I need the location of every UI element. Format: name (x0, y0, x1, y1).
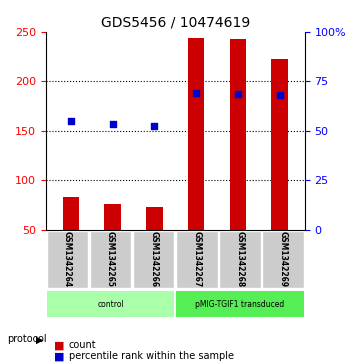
FancyBboxPatch shape (176, 231, 218, 288)
Text: ■: ■ (54, 351, 65, 362)
Bar (104, 204, 121, 230)
FancyBboxPatch shape (262, 231, 304, 288)
Text: control: control (97, 299, 124, 309)
Point (193, 90, 199, 96)
FancyBboxPatch shape (47, 291, 174, 318)
Bar (230, 40, 246, 230)
Text: GSM1342265: GSM1342265 (106, 232, 115, 287)
Text: count: count (69, 340, 96, 351)
Text: pMIG-TGIF1 transduced: pMIG-TGIF1 transduced (195, 299, 284, 309)
Point (110, 121, 116, 127)
Point (68, 118, 74, 124)
Point (235, 91, 241, 97)
Title: GDS5456 / 10474619: GDS5456 / 10474619 (101, 15, 250, 29)
Text: percentile rank within the sample: percentile rank within the sample (69, 351, 234, 362)
FancyBboxPatch shape (90, 231, 131, 288)
Text: GSM1342269: GSM1342269 (279, 232, 288, 287)
Text: protocol: protocol (7, 334, 47, 344)
Bar (62, 197, 79, 230)
Text: GSM1342267: GSM1342267 (192, 231, 201, 287)
Point (277, 92, 283, 98)
FancyBboxPatch shape (47, 231, 88, 288)
FancyBboxPatch shape (219, 231, 261, 288)
Bar (146, 207, 163, 230)
Text: GSM1342264: GSM1342264 (63, 232, 72, 287)
Text: GSM1342268: GSM1342268 (235, 231, 244, 287)
FancyBboxPatch shape (176, 291, 304, 318)
Bar (271, 59, 288, 230)
Bar (188, 38, 204, 230)
Text: GSM1342266: GSM1342266 (149, 232, 158, 287)
FancyBboxPatch shape (133, 231, 174, 288)
Text: ■: ■ (54, 340, 65, 351)
Point (152, 123, 157, 129)
Text: ▶: ▶ (36, 334, 44, 344)
